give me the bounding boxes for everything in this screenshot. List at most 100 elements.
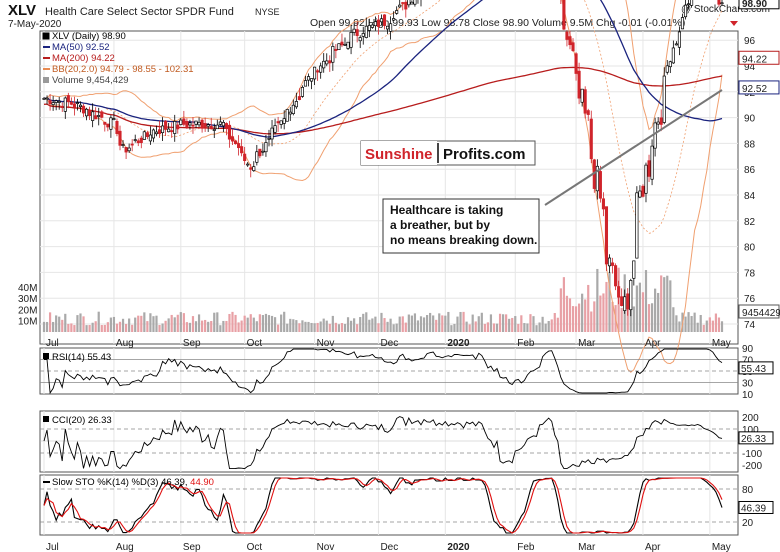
volume-bar xyxy=(386,321,389,332)
volume-bar xyxy=(523,323,526,332)
svg-text:RSI(14) 55.43: RSI(14) 55.43 xyxy=(52,352,111,363)
candle-body xyxy=(583,89,587,114)
volume-bar xyxy=(450,325,453,332)
candle-body xyxy=(170,130,174,133)
candle-body xyxy=(598,171,602,199)
month-label: Aug xyxy=(116,338,134,349)
volume-bar xyxy=(243,315,246,332)
volume-bar xyxy=(578,303,581,332)
volume-bar xyxy=(353,318,356,332)
candle-body xyxy=(279,120,283,125)
volume-bar xyxy=(210,320,213,332)
volume-bar xyxy=(620,307,623,332)
candle-body xyxy=(626,293,630,310)
rsi-value-box xyxy=(738,361,774,375)
volume-bar xyxy=(432,315,435,332)
volume-bar xyxy=(562,277,566,332)
volume-bar xyxy=(91,322,94,332)
volume-bar xyxy=(240,320,243,332)
volume-bar xyxy=(660,275,663,332)
candle-body xyxy=(264,142,268,153)
cci-tick-label: -200 xyxy=(742,461,762,472)
volume-bar xyxy=(474,321,477,332)
volume-bar xyxy=(273,317,277,332)
volume-bar xyxy=(191,316,195,332)
candle-body xyxy=(683,4,688,18)
volume-bar xyxy=(137,315,140,332)
candle-body xyxy=(601,198,605,210)
cci-label: CCI(20) 26.33 xyxy=(43,415,112,426)
volume-bar xyxy=(441,315,444,332)
volume-bar xyxy=(605,281,608,332)
volume-bar xyxy=(413,313,417,332)
volume-bar xyxy=(255,321,258,332)
candle-body xyxy=(404,1,408,10)
symbol: XLV xyxy=(8,2,36,19)
volume-bar xyxy=(307,321,310,332)
volume-bar xyxy=(632,306,635,332)
volume-bar xyxy=(143,312,146,332)
volume-bar xyxy=(167,318,170,332)
month-label: Apr xyxy=(645,338,661,349)
svg-text:Slow STO %K(14) %D(3) 46.39, 4: Slow STO %K(14) %D(3) 46.39, 44.90 xyxy=(52,477,214,488)
volume-bar xyxy=(459,311,462,332)
down-arrow-icon xyxy=(730,21,738,26)
volume-bar xyxy=(118,321,122,332)
volume-bar xyxy=(687,312,690,332)
volume-bar xyxy=(717,317,721,332)
candle-body xyxy=(638,190,642,198)
volume-bar xyxy=(520,315,523,332)
volume-bar xyxy=(73,325,76,332)
volume-bar xyxy=(70,323,73,332)
candle-body xyxy=(203,123,207,128)
candle-body xyxy=(343,43,347,46)
candle-body xyxy=(224,123,228,129)
volume-bar xyxy=(322,318,325,332)
candle-body xyxy=(340,41,344,46)
volume-bar xyxy=(501,314,505,332)
candle-body xyxy=(100,111,104,118)
candle-body xyxy=(687,3,691,6)
watermark: @ StockCharts.com xyxy=(681,4,770,15)
sunshine-profits-logo: Sunshine Profits.com xyxy=(360,140,536,166)
volume-bar xyxy=(349,320,353,332)
volume-bar xyxy=(76,315,79,332)
indicators xyxy=(40,348,738,534)
candle-body xyxy=(212,128,216,131)
candle-body xyxy=(364,25,368,38)
cci-value-box xyxy=(738,431,774,445)
candle-body xyxy=(668,61,672,68)
volume-bar xyxy=(304,321,307,332)
candle-body xyxy=(720,2,724,5)
volume-bar xyxy=(517,323,520,332)
volume-bar xyxy=(425,315,429,332)
candle-body xyxy=(206,124,210,127)
candle-body xyxy=(127,147,131,152)
candle-body xyxy=(334,48,338,51)
volume-bar xyxy=(447,311,450,332)
candle-body xyxy=(240,146,244,154)
candle-body xyxy=(650,145,654,180)
volume-bar xyxy=(498,313,502,332)
sto-tick-label: 80 xyxy=(742,485,754,496)
price-tick-label: 94 xyxy=(744,62,756,73)
candle-body xyxy=(136,140,140,144)
candle-body xyxy=(230,136,235,142)
cci-tick-label: 200 xyxy=(742,413,759,424)
candle-body xyxy=(392,18,396,21)
candle-body xyxy=(316,70,320,73)
candle-body xyxy=(154,131,159,135)
candle-body xyxy=(273,125,277,133)
fund-name: Health Care Select Sector SPDR Fund xyxy=(45,6,234,18)
candle-body xyxy=(285,109,289,122)
candle-body xyxy=(237,143,241,149)
volume-bar xyxy=(708,317,711,332)
candle-body xyxy=(586,110,590,115)
month-label: Mar xyxy=(578,338,596,349)
volume-bar xyxy=(85,325,88,332)
volume-bar xyxy=(392,324,395,332)
axes: 747678808284868890929496102.3198.9094.22… xyxy=(18,0,780,552)
candle-body xyxy=(629,280,633,311)
candle-body xyxy=(57,101,61,103)
candle-body xyxy=(106,123,110,128)
